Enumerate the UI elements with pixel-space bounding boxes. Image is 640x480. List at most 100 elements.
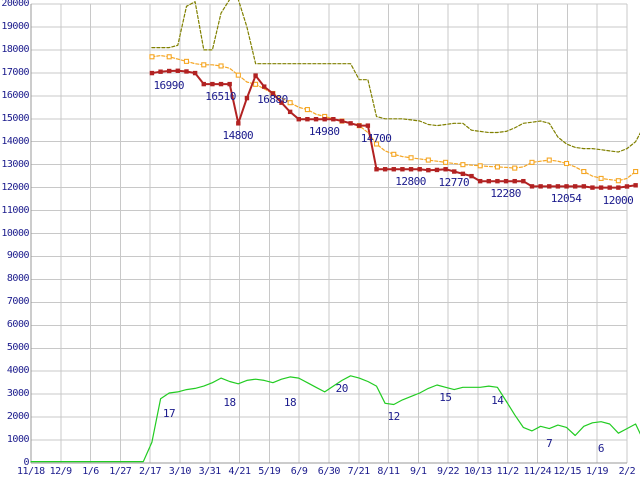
series-line-volume-green [30, 375, 640, 463]
series-marker-upper-band-orange [598, 175, 604, 181]
series-marker-price-main [598, 185, 604, 190]
x-axis-tick: 9/1 [410, 466, 427, 477]
series-marker-price-main [624, 184, 630, 189]
x-axis-tick: 3/10 [168, 466, 192, 477]
series-marker-upper-band-orange [253, 81, 259, 87]
data-point-label: 16880 [257, 92, 288, 106]
series-marker-upper-band-orange [373, 141, 380, 147]
series-marker-price-main [236, 121, 241, 126]
series-marker-price-main [331, 117, 336, 122]
data-point-label: 18 [283, 395, 297, 409]
data-point-label: 18 [223, 395, 236, 409]
series-line-upper-band-orange [151, 55, 637, 182]
series-marker-upper-band-orange [563, 160, 570, 167]
series-marker-upper-band-orange [477, 163, 483, 169]
y-axis-tick: 3000 [6, 388, 30, 400]
series-marker-upper-band-orange [183, 58, 190, 64]
series-marker-price-main [529, 184, 535, 189]
series-marker-price-main [495, 178, 500, 184]
series-marker-price-main [443, 167, 448, 172]
series-marker-price-main [210, 81, 215, 87]
series-marker-price-main [287, 109, 293, 115]
series-marker-price-main [365, 123, 371, 128]
series-marker-price-main [477, 178, 483, 184]
x-axis-tick: 8/11 [377, 466, 400, 477]
series-marker-upper-band-orange [460, 162, 466, 168]
series-marker-price-main [503, 178, 509, 184]
x-axis-tick: 7/21 [347, 466, 371, 477]
series-marker-upper-band-orange [149, 54, 155, 60]
y-axis-tick: 20000 [1, 0, 29, 9]
series-marker-upper-band-orange [218, 63, 224, 69]
x-axis-tick: 2/17 [139, 466, 162, 477]
y-axis-tick: 7000 [6, 296, 30, 308]
x-axis-tick: 12/9 [49, 466, 73, 477]
data-point-label: 14800 [222, 129, 254, 143]
series-marker-price-main [452, 169, 457, 174]
data-point-label: 14 [491, 393, 504, 407]
data-point-label: 12 [387, 409, 400, 423]
series-marker-price-main [279, 100, 284, 105]
data-point-label: 12800 [395, 175, 426, 189]
x-axis-tick: 11/24 [523, 466, 552, 477]
x-axis-tick: 6/30 [317, 466, 341, 477]
series-marker-price-main [633, 183, 638, 188]
series-marker-upper-band-orange [166, 54, 172, 60]
y-axis-tick: 12000 [1, 181, 29, 193]
y-axis-tick: 0 [23, 457, 29, 468]
x-axis-tick: 6/9 [290, 466, 308, 477]
series-marker-upper-band-orange [304, 107, 310, 113]
series-marker-price-main [227, 81, 232, 87]
data-point-label: 14700 [360, 131, 392, 145]
series-marker-price-main [253, 73, 258, 78]
series-marker-price-main [555, 184, 561, 189]
y-axis-tick: 11000 [1, 204, 29, 216]
series-marker-price-main [538, 184, 543, 189]
data-point-label: 6 [597, 441, 605, 455]
series-marker-upper-band-orange [425, 157, 431, 163]
series-marker-price-main [158, 69, 163, 74]
series-marker-upper-band-orange [408, 155, 414, 161]
series-marker-upper-band-orange [546, 157, 552, 163]
series-marker-price-main [564, 184, 569, 189]
y-axis-tick: 17000 [1, 66, 29, 78]
x-axis-tick: 1/19 [586, 466, 609, 477]
y-axis-tick: 4000 [6, 365, 30, 377]
series-marker-price-main [408, 167, 414, 172]
data-point-label: 17 [162, 407, 176, 421]
series-marker-price-main [270, 91, 276, 96]
x-axis-tick: 12/15 [553, 466, 581, 477]
data-point-label: 12770 [438, 175, 470, 189]
series-marker-price-main [581, 184, 587, 189]
series-marker-price-main [616, 185, 621, 190]
series-marker-price-main [434, 167, 440, 173]
x-axis-tick: 11/2 [496, 466, 520, 477]
y-axis-tick: 2000 [6, 411, 30, 423]
x-axis-tick: 1/6 [82, 466, 99, 477]
x-axis-tick: 11/18 [17, 466, 45, 477]
series-marker-price-main [374, 167, 379, 172]
series-marker-upper-band-orange [494, 164, 500, 170]
y-axis-tick: 5000 [6, 342, 30, 354]
data-point-label: 16990 [153, 78, 185, 92]
series-marker-upper-band-orange [615, 178, 621, 184]
series-marker-price-main [175, 68, 181, 73]
y-axis-tick: 18000 [1, 43, 29, 55]
series-marker-upper-band-orange [443, 159, 449, 165]
data-point-label: 15 [439, 391, 452, 405]
y-axis-tick: 8000 [6, 273, 30, 285]
series-marker-price-main [607, 185, 612, 190]
x-axis-tick: 4/21 [228, 466, 251, 477]
data-point-label: 20 [335, 382, 349, 396]
x-axis-tick: 2/2 [618, 466, 636, 477]
series-marker-price-main [322, 117, 327, 122]
series-marker-price-main [348, 121, 353, 126]
x-axis-tick: 1/27 [109, 466, 132, 477]
series-marker-price-main [391, 167, 396, 172]
series-marker-price-main [305, 117, 310, 122]
data-point-label: 12280 [490, 187, 521, 201]
y-axis-tick: 14000 [1, 135, 29, 147]
series-marker-upper-band-orange [581, 168, 587, 175]
series-marker-price-main [339, 118, 345, 124]
